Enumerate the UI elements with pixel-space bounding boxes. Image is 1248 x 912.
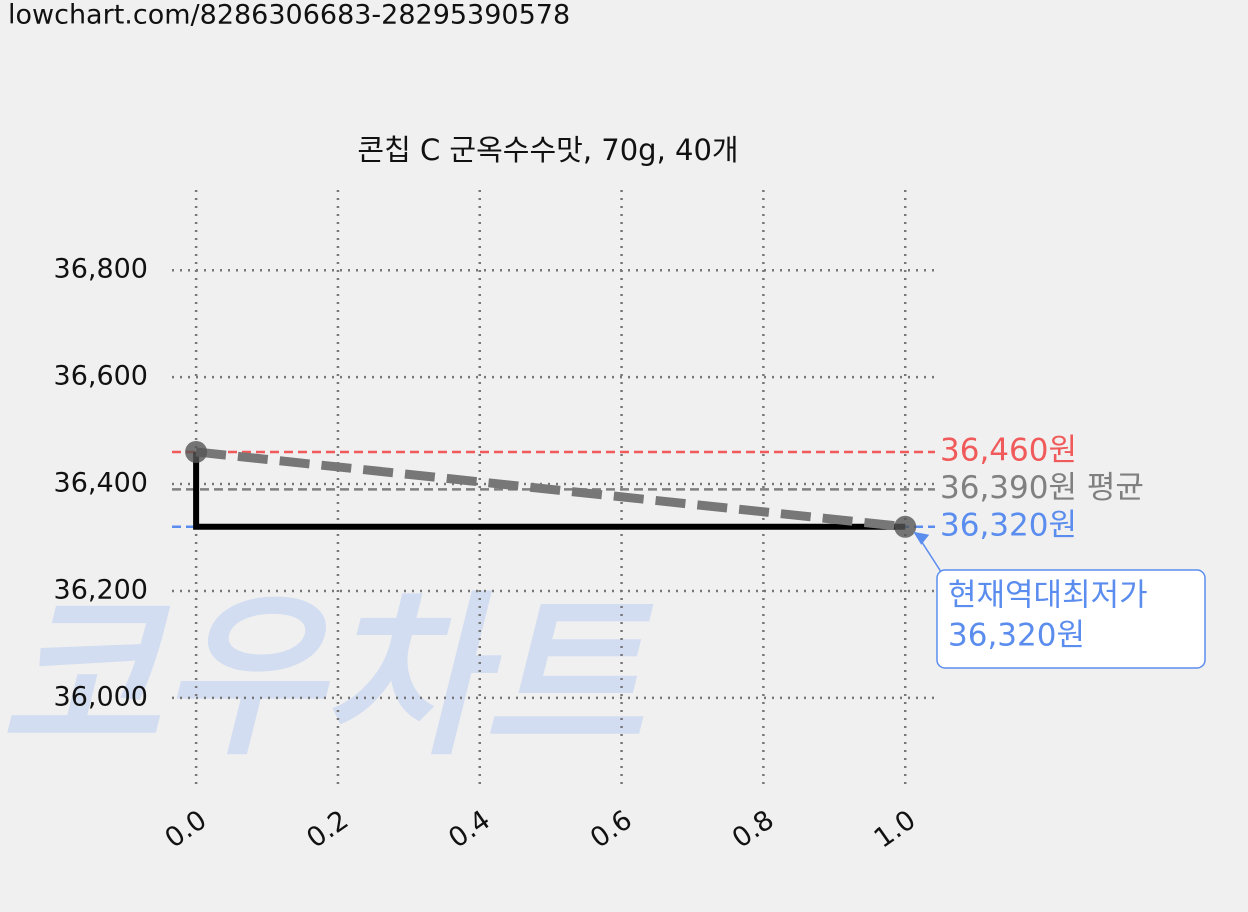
watermark: 코우차트 [0, 577, 654, 780]
annotation-text: 36,320원 [948, 618, 1085, 654]
x-tick-label: 0.4 [443, 804, 496, 854]
x-tick-label: 0.6 [585, 804, 638, 854]
y-tick-label: 36,400 [54, 468, 148, 499]
ref-label: 36,460원 [940, 432, 1077, 468]
url: lowchart.com/8286306683-28295390578 [8, 0, 570, 31]
ref-label: 36,320원 [940, 507, 1077, 543]
ref-label: 36,390원 평균 [940, 470, 1144, 506]
annotation-box [936, 569, 1206, 669]
x-tick-label: 0.0 [159, 804, 212, 854]
step-line [193, 451, 906, 530]
x-tick-label: 0.8 [727, 804, 780, 854]
arrow-head [913, 531, 930, 545]
y-tick-label: 36,800 [54, 254, 148, 285]
x-tick-label: 1.0 [869, 804, 922, 854]
x-tick-label: 0.2 [301, 804, 354, 854]
chart-title: 콘칩 C 군옥수수맛, 70g, 40개 [357, 133, 738, 167]
point [894, 515, 917, 538]
price-line [195, 447, 906, 532]
y-tick-label: 36,600 [54, 361, 148, 392]
point [185, 440, 208, 463]
y-tick-label: 36,200 [54, 574, 148, 605]
annotation-text: 현재역대최저가 [948, 578, 1148, 614]
y-tick-label: 36,000 [54, 681, 148, 712]
